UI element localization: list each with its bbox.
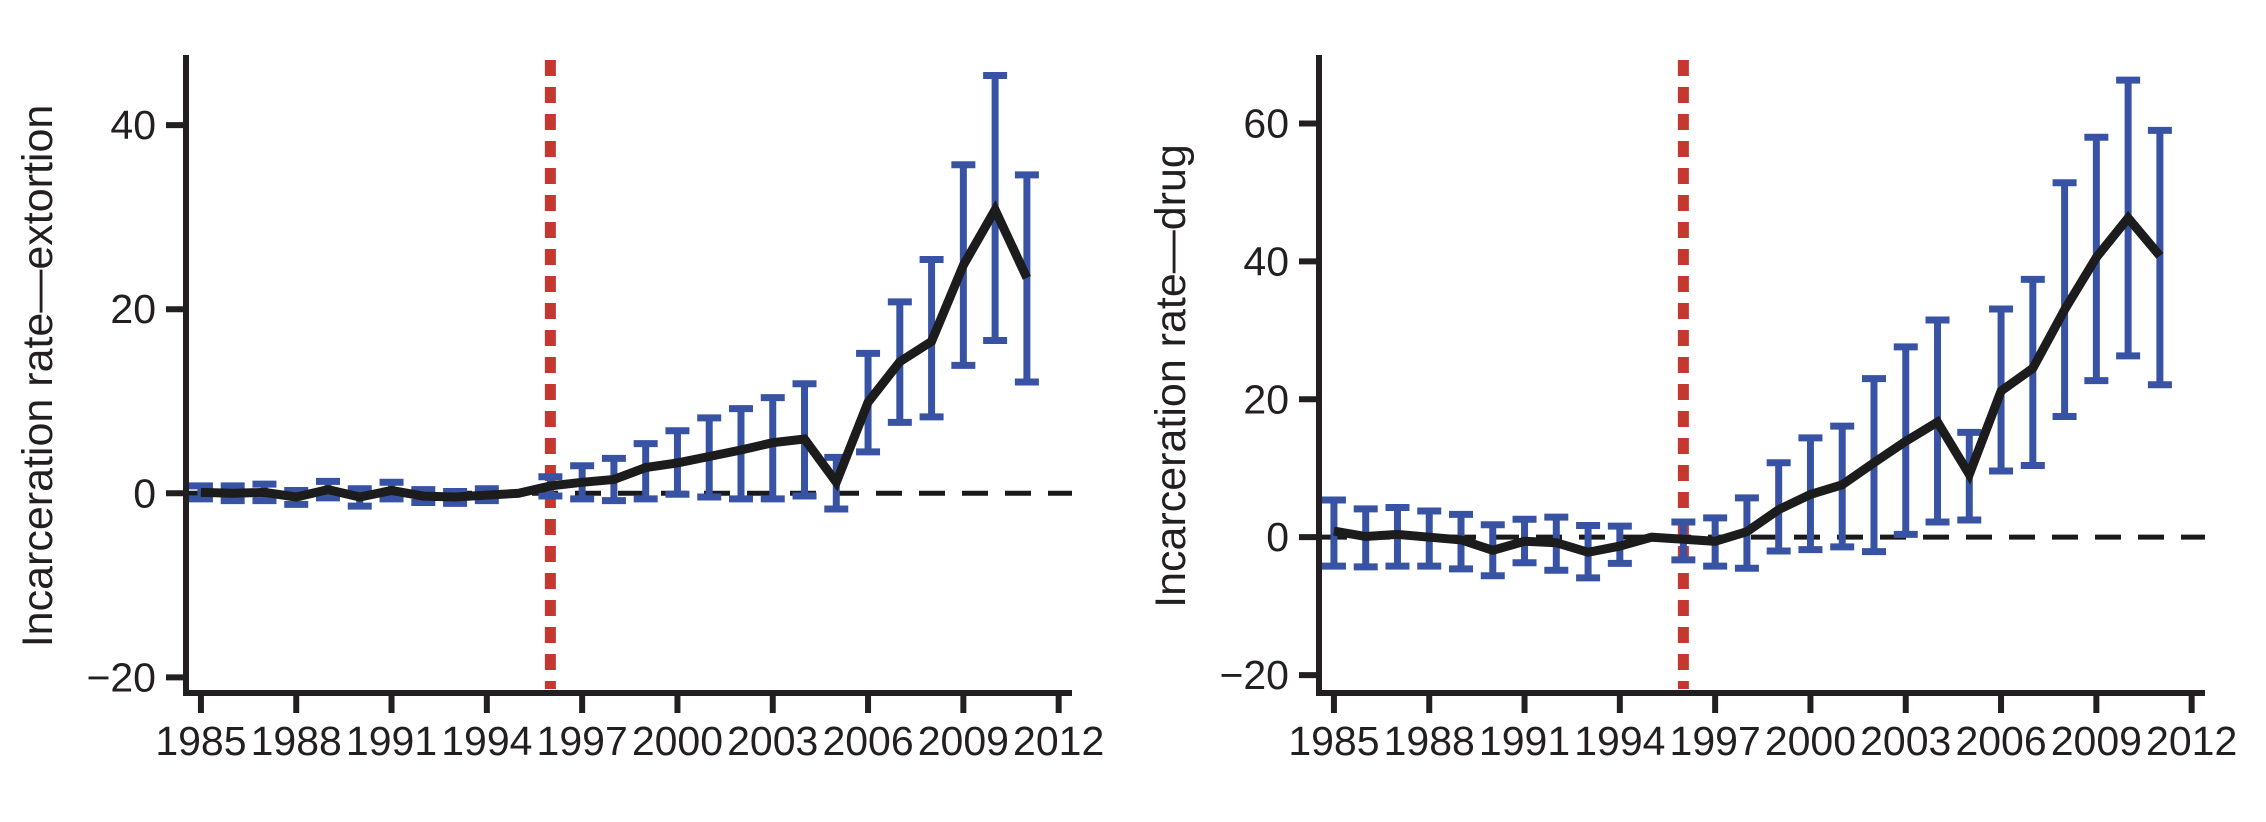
- x-tick-label: 2000: [1765, 718, 1856, 764]
- x-tick-label: 1997: [1670, 718, 1761, 764]
- x-tick-label: 2000: [632, 718, 723, 764]
- y-axis-title-extortion: Incarceration rate—extortion: [14, 105, 62, 648]
- plot-area-extortion: 40 20 0 −20 1985 1988 1991 1994 1997 2000 2003 2006…: [86, 55, 1104, 764]
- x-tick-label: 2003: [727, 718, 818, 764]
- x-tick-label: 1991: [346, 718, 437, 764]
- estimate-line: [1333, 210, 2164, 557]
- y-tick-label: 20: [110, 286, 156, 332]
- error-bar: [760, 394, 785, 503]
- y-tick-label: 0: [1266, 514, 1289, 560]
- x-tick-label: 2012: [1013, 718, 1104, 764]
- y-tick-label: 40: [1243, 238, 1289, 284]
- x-tick-label: 1994: [1574, 718, 1665, 764]
- confidence-interval-bars: [188, 71, 1039, 513]
- x-tick-label: 1985: [1288, 718, 1379, 764]
- x-tick-label: 2012: [2146, 718, 2237, 764]
- chart-incarceration-extortion: 40 20 0 −20 1985 1988 1991 1994 1997 2000 2003 2006…: [14, 55, 1104, 764]
- x-tick-label: 1994: [441, 718, 532, 764]
- estimate-line: [200, 200, 1031, 502]
- y-tick-label: 60: [1243, 100, 1289, 146]
- x-tick-label: 2009: [2051, 718, 2142, 764]
- x-tick-label: 1988: [251, 718, 342, 764]
- x-tick-label: 1997: [537, 718, 628, 764]
- y-tick-label: −20: [86, 654, 156, 700]
- error-bar: [2147, 126, 2172, 389]
- x-tick-label: 1985: [155, 718, 246, 764]
- x-tick-label: 2003: [1860, 718, 1951, 764]
- y-tick-label: 20: [1243, 376, 1289, 422]
- x-tick-label: 1991: [1479, 718, 1570, 764]
- x-tick-label: 2006: [822, 718, 913, 764]
- x-tick-label: 2006: [1955, 718, 2046, 764]
- y-axis-title-drug: Incarceration rate—drug: [1147, 144, 1195, 608]
- x-tick-label: 1988: [1384, 718, 1475, 764]
- confidence-interval-bars: [1321, 76, 2172, 582]
- y-tick-label: 40: [110, 102, 156, 148]
- error-bar: [2052, 179, 2077, 421]
- x-tick-label: 2009: [918, 718, 1009, 764]
- y-tick-label: −20: [1219, 652, 1289, 698]
- y-tick-label: 0: [133, 470, 156, 516]
- error-bar: [1014, 171, 1039, 386]
